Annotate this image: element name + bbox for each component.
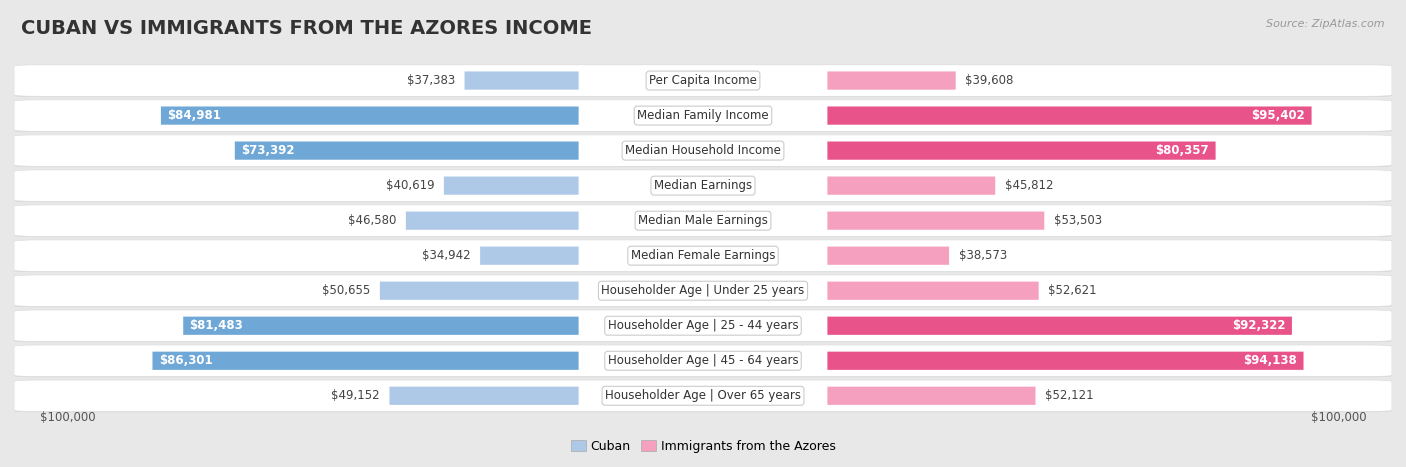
Text: $40,619: $40,619 [385,179,434,192]
FancyBboxPatch shape [827,247,949,265]
FancyBboxPatch shape [380,282,579,300]
FancyBboxPatch shape [827,212,1045,230]
Text: Householder Age | Under 25 years: Householder Age | Under 25 years [602,284,804,297]
Text: $52,121: $52,121 [1045,389,1094,402]
Text: $80,357: $80,357 [1156,144,1209,157]
FancyBboxPatch shape [14,170,1392,201]
FancyBboxPatch shape [14,170,1392,202]
FancyBboxPatch shape [827,142,1216,160]
FancyBboxPatch shape [235,142,579,160]
Text: $84,981: $84,981 [167,109,221,122]
Text: $38,573: $38,573 [959,249,1007,262]
Text: $49,152: $49,152 [332,389,380,402]
FancyBboxPatch shape [464,71,579,90]
FancyBboxPatch shape [14,100,1392,131]
FancyBboxPatch shape [827,177,995,195]
Text: $81,483: $81,483 [190,319,243,332]
Text: Householder Age | 45 - 64 years: Householder Age | 45 - 64 years [607,354,799,367]
Text: Householder Age | Over 65 years: Householder Age | Over 65 years [605,389,801,402]
FancyBboxPatch shape [14,65,1392,96]
FancyBboxPatch shape [14,276,1392,307]
FancyBboxPatch shape [827,317,1292,335]
FancyBboxPatch shape [152,352,579,370]
Text: $37,383: $37,383 [406,74,456,87]
Text: $52,621: $52,621 [1049,284,1097,297]
Text: $95,402: $95,402 [1251,109,1305,122]
FancyBboxPatch shape [14,240,1392,271]
Text: $100,000: $100,000 [1310,411,1367,424]
Text: Median Male Earnings: Median Male Earnings [638,214,768,227]
Text: $34,942: $34,942 [422,249,471,262]
FancyBboxPatch shape [827,71,956,90]
Text: $92,322: $92,322 [1232,319,1285,332]
Text: Median Earnings: Median Earnings [654,179,752,192]
Text: Source: ZipAtlas.com: Source: ZipAtlas.com [1267,19,1385,28]
Text: $86,301: $86,301 [159,354,212,367]
Text: Median Household Income: Median Household Income [626,144,780,157]
Text: $45,812: $45,812 [1005,179,1053,192]
FancyBboxPatch shape [14,65,1392,97]
FancyBboxPatch shape [14,310,1392,341]
Text: $39,608: $39,608 [966,74,1014,87]
FancyBboxPatch shape [14,381,1392,412]
Text: CUBAN VS IMMIGRANTS FROM THE AZORES INCOME: CUBAN VS IMMIGRANTS FROM THE AZORES INCO… [21,19,592,38]
Text: $50,655: $50,655 [322,284,370,297]
Text: $46,580: $46,580 [347,214,396,227]
Text: $53,503: $53,503 [1054,214,1102,227]
FancyBboxPatch shape [14,205,1392,237]
FancyBboxPatch shape [14,135,1392,167]
FancyBboxPatch shape [14,205,1392,236]
FancyBboxPatch shape [14,241,1392,272]
Text: Median Family Income: Median Family Income [637,109,769,122]
FancyBboxPatch shape [406,212,579,230]
FancyBboxPatch shape [827,282,1039,300]
FancyBboxPatch shape [444,177,579,195]
FancyBboxPatch shape [827,352,1303,370]
FancyBboxPatch shape [14,100,1392,132]
FancyBboxPatch shape [827,106,1312,125]
FancyBboxPatch shape [389,387,579,405]
Text: $73,392: $73,392 [242,144,295,157]
FancyBboxPatch shape [14,311,1392,342]
FancyBboxPatch shape [14,380,1392,411]
Text: Median Female Earnings: Median Female Earnings [631,249,775,262]
FancyBboxPatch shape [14,275,1392,306]
Text: Householder Age | 25 - 44 years: Householder Age | 25 - 44 years [607,319,799,332]
FancyBboxPatch shape [14,345,1392,376]
Text: Per Capita Income: Per Capita Income [650,74,756,87]
FancyBboxPatch shape [183,317,579,335]
FancyBboxPatch shape [479,247,579,265]
FancyBboxPatch shape [14,346,1392,377]
FancyBboxPatch shape [827,387,1035,405]
Legend: Cuban, Immigrants from the Azores: Cuban, Immigrants from the Azores [565,435,841,458]
Text: $94,138: $94,138 [1243,354,1298,367]
FancyBboxPatch shape [14,135,1392,166]
FancyBboxPatch shape [160,106,579,125]
Text: $100,000: $100,000 [39,411,96,424]
